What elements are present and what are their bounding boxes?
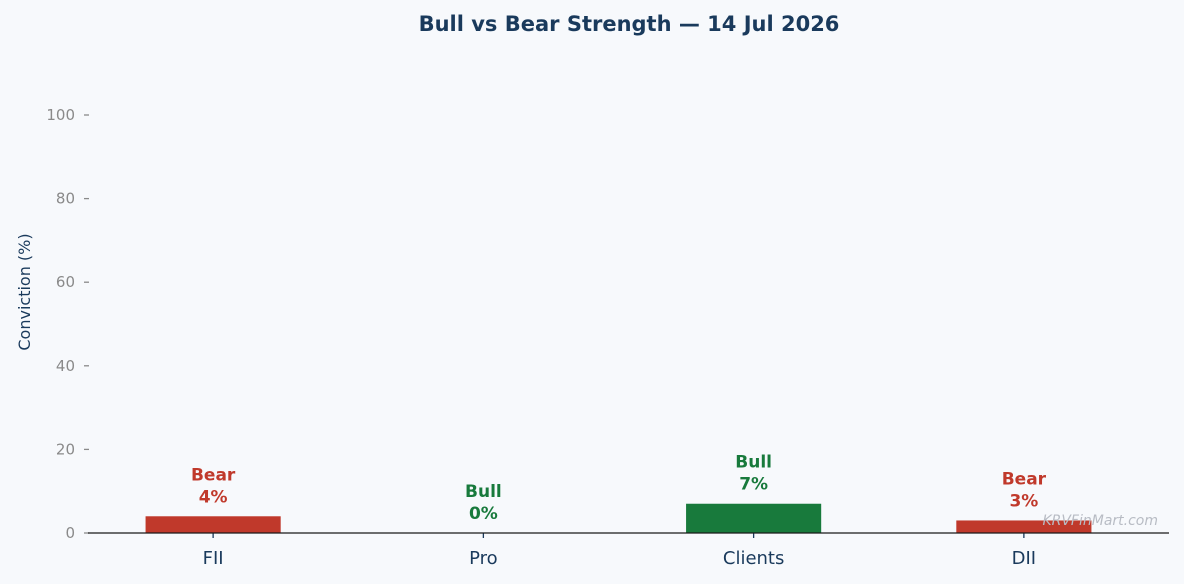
sentiment-label: Bear xyxy=(191,465,236,485)
y-tick-label: 40 xyxy=(56,357,75,375)
x-tick-label: FII xyxy=(203,548,224,569)
value-label: 4% xyxy=(199,487,228,507)
sentiment-label: Bull xyxy=(735,453,772,473)
bars xyxy=(145,503,1092,533)
sentiment-label: Bull xyxy=(465,482,502,502)
y-tick-label: 0 xyxy=(65,524,75,542)
chart-title: Bull vs Bear Strength — 14 Jul 2026 xyxy=(419,12,840,36)
x-axis: FII Pro Clients DII xyxy=(88,532,1169,569)
bar-clients xyxy=(686,503,822,533)
y-axis: 0 20 40 60 80 100 xyxy=(46,106,89,542)
value-label: 0% xyxy=(469,504,498,524)
watermark-text: KRVFinMart.com xyxy=(1042,513,1158,529)
bar-dii xyxy=(956,520,1092,533)
y-tick-label: 20 xyxy=(56,440,75,458)
value-label: 3% xyxy=(1009,491,1038,511)
y-tick-label: 80 xyxy=(56,190,75,208)
x-tick-label: Clients xyxy=(723,548,785,569)
value-label: 7% xyxy=(739,475,768,495)
y-axis-label: Conviction (%) xyxy=(15,233,34,350)
bar-fii xyxy=(145,516,281,533)
x-tick-label: DII xyxy=(1012,548,1036,569)
y-tick-label: 100 xyxy=(46,106,75,124)
y-tick-label: 60 xyxy=(56,273,75,291)
sentiment-label: Bear xyxy=(1002,469,1047,489)
x-tick-label: Pro xyxy=(469,548,498,569)
